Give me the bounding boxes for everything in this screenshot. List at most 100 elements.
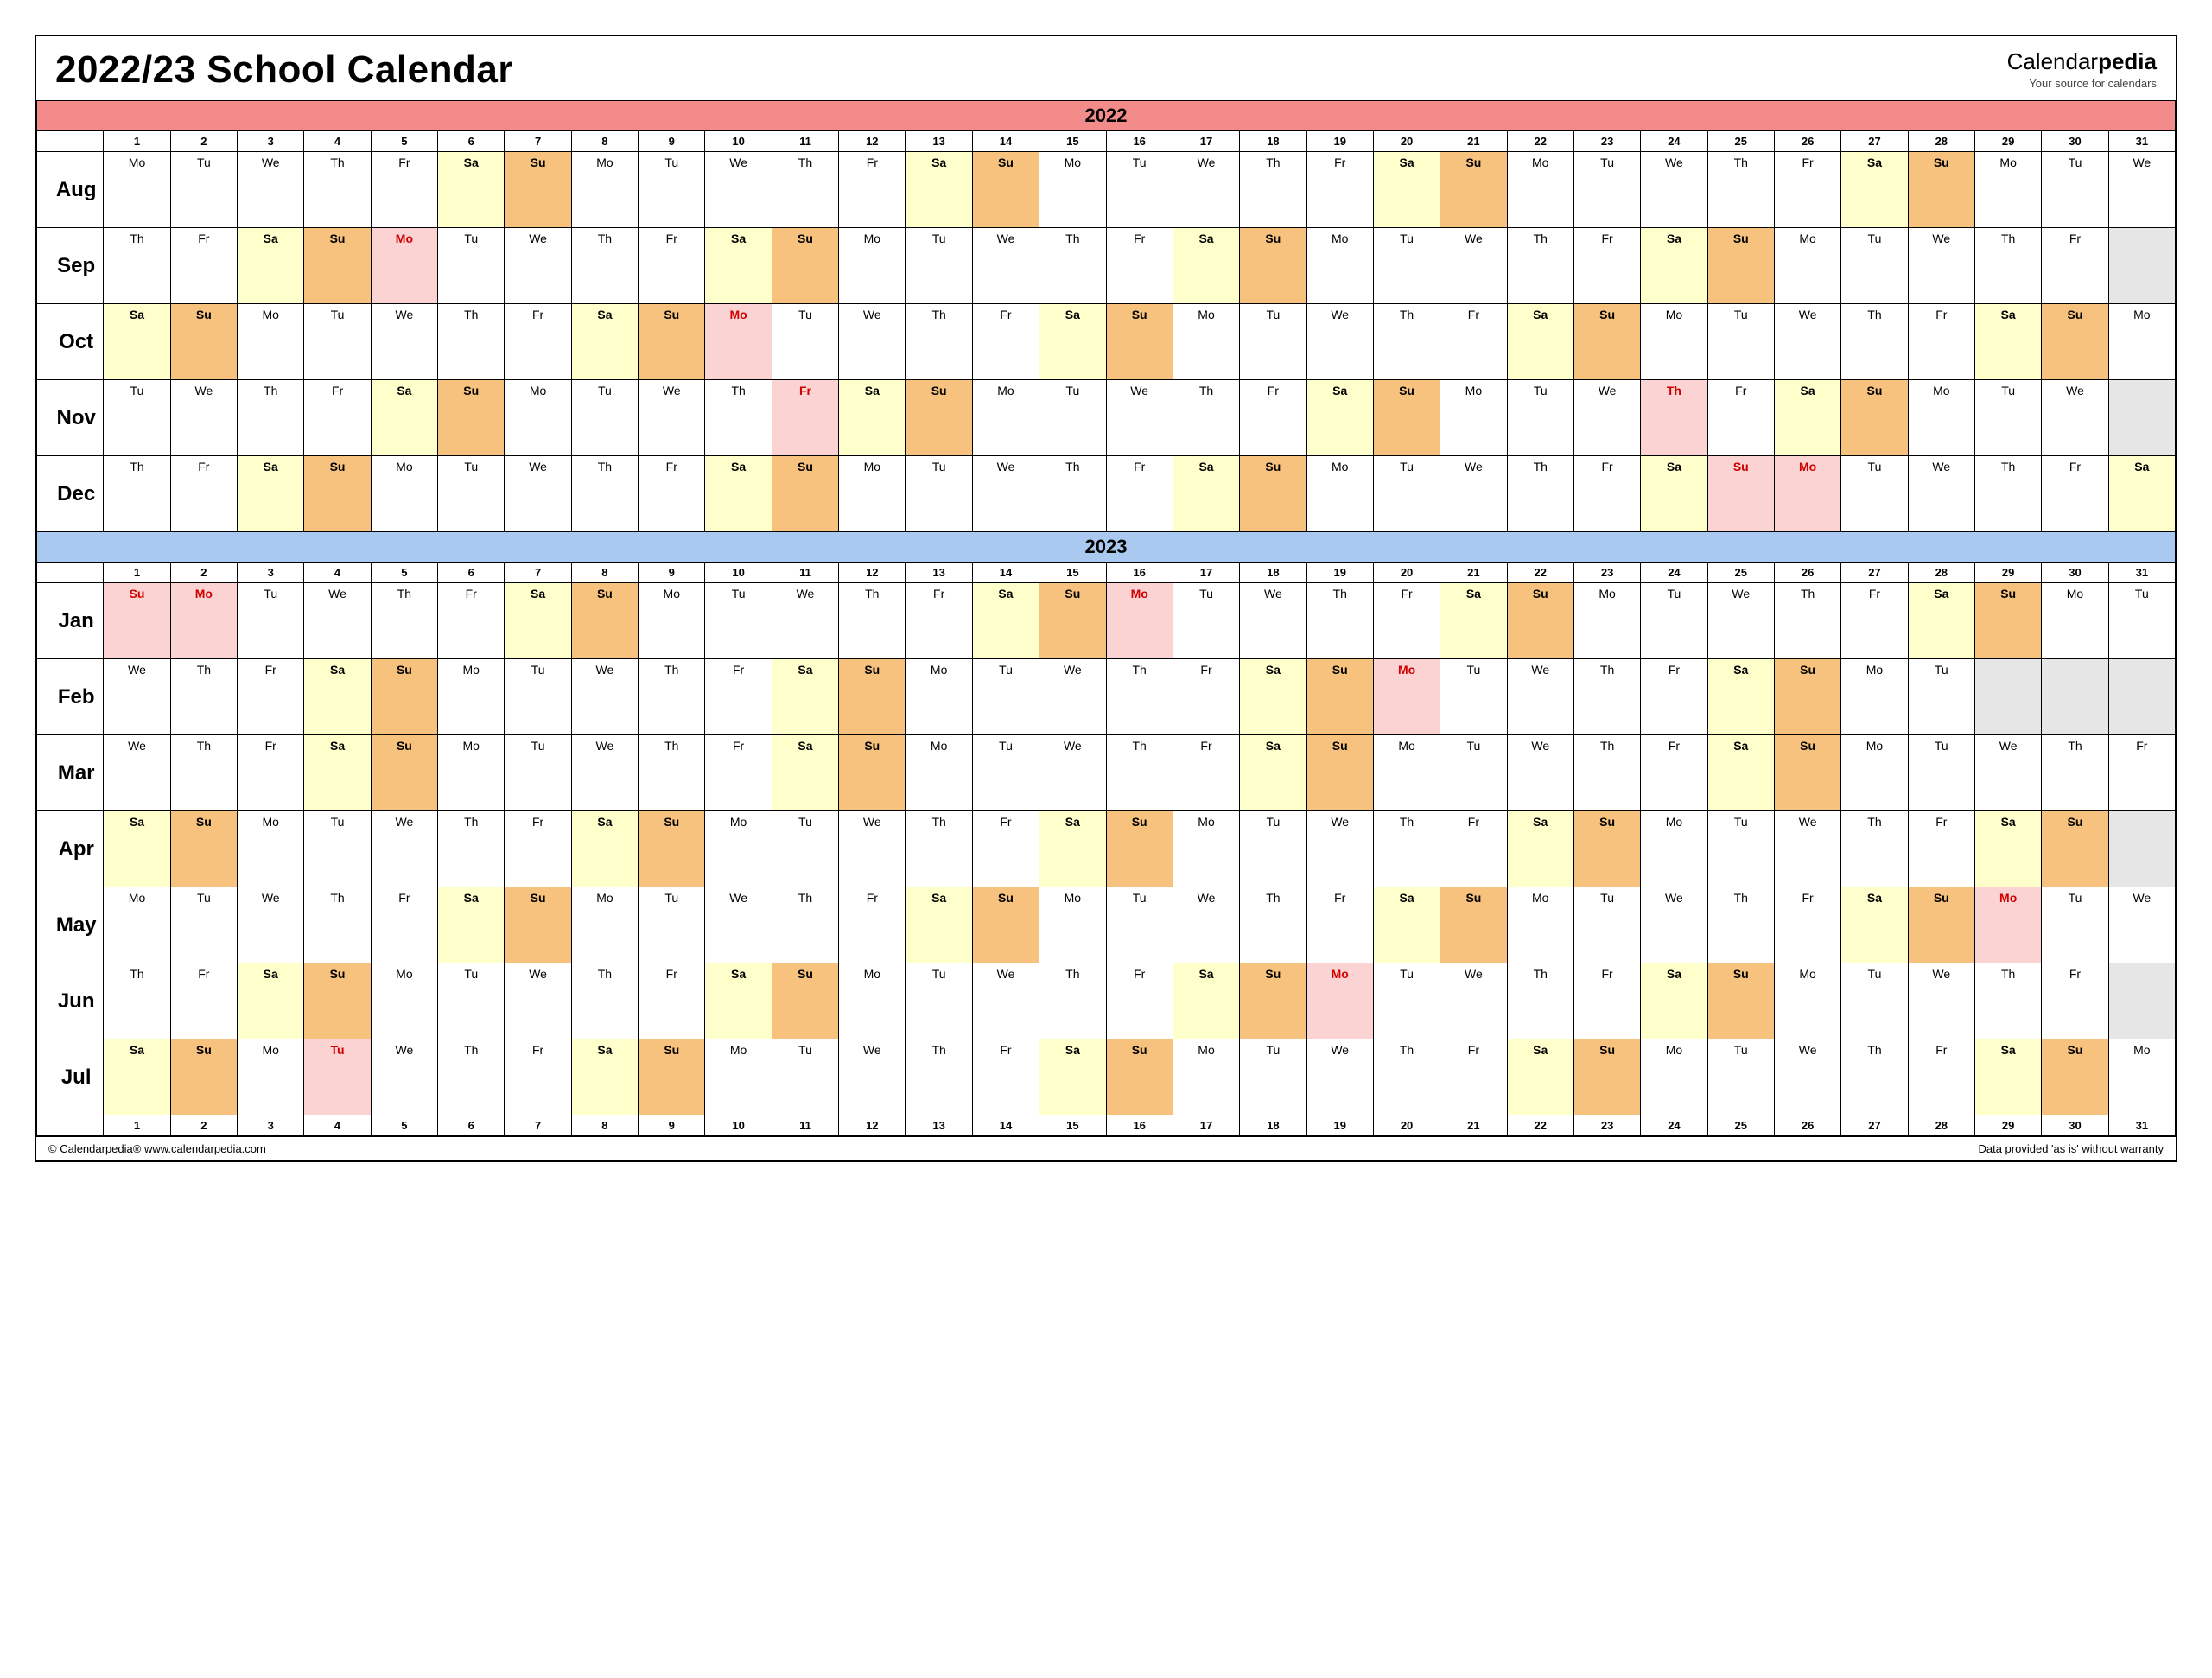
day-cell: Th (104, 228, 170, 304)
day-of-week-label: Mo (1508, 152, 1573, 169)
day-cell: We (505, 228, 571, 304)
footer-right: Data provided 'as is' without warranty (1978, 1142, 2164, 1155)
day-number-cell: 24 (1641, 131, 1707, 152)
day-cell: Tu (1373, 228, 1440, 304)
day-number-cell: 20 (1373, 131, 1440, 152)
day-cell: We (772, 583, 838, 659)
day-cell: Fr (1908, 304, 1974, 380)
day-cell: Th (571, 963, 638, 1039)
day-number-cell: 20 (1373, 1115, 1440, 1136)
day-of-week-label: Fr (2109, 735, 2175, 753)
day-of-week-label: We (1173, 152, 1239, 169)
day-of-week-label: Sa (906, 887, 971, 905)
day-of-week-label: Th (1574, 659, 1640, 677)
day-number-cell: 24 (1641, 1115, 1707, 1136)
day-number-cell: 18 (1240, 563, 1306, 583)
day-cell: Th (571, 456, 638, 532)
day-of-week-label: Fr (839, 152, 905, 169)
day-cell: Mo (705, 304, 772, 380)
day-of-week-label: We (1909, 228, 1974, 245)
day-number-cell: 15 (1039, 563, 1106, 583)
day-of-week-label: Sa (104, 811, 169, 829)
day-of-week-label: Mo (1173, 1039, 1239, 1057)
month-label: Aug (37, 152, 104, 228)
day-of-week-label: We (1039, 659, 1105, 677)
day-cell: Tu (1240, 1039, 1306, 1115)
day-of-week-label: Sa (1039, 811, 1105, 829)
day-number-cell: 11 (772, 131, 838, 152)
day-cell: Fr (1173, 735, 1239, 811)
day-of-week-label: Su (505, 887, 570, 905)
month-label: Mar (37, 735, 104, 811)
day-of-week-label: Fr (1107, 456, 1173, 474)
day-number-cell: 21 (1440, 563, 1507, 583)
day-cell: Th (104, 963, 170, 1039)
day-cell: Sa (1306, 380, 1373, 456)
day-cell: Th (1039, 228, 1106, 304)
day-number-cell: 22 (1507, 563, 1573, 583)
brand-block: Calendarpedia Your source for calendars (2007, 48, 2157, 90)
day-of-week-label: Su (839, 735, 905, 753)
day-cell: Tu (238, 583, 304, 659)
day-cell: We (571, 735, 638, 811)
day-number-cell: 11 (772, 1115, 838, 1136)
day-cell: Tu (304, 1039, 371, 1115)
day-cell: Sa (104, 1039, 170, 1115)
day-cell: Th (906, 304, 972, 380)
day-of-week-label: Fr (505, 304, 570, 321)
day-of-week-label: Tu (1975, 380, 2041, 397)
day-cell: We (972, 456, 1039, 532)
day-number-cell: 21 (1440, 131, 1507, 152)
day-of-week-label: Fr (1574, 456, 1640, 474)
day-cell: Fr (1440, 304, 1507, 380)
day-cell: Su (2042, 811, 2108, 887)
day-cell: Su (972, 887, 1039, 963)
day-of-week-label: Sa (1374, 887, 1440, 905)
day-cell: Th (1707, 887, 1774, 963)
day-of-week-label: Sa (973, 583, 1039, 601)
day-cell: Mo (238, 304, 304, 380)
day-cell: Su (1106, 811, 1173, 887)
day-cell: We (238, 887, 304, 963)
day-of-week-label: Fr (772, 380, 838, 397)
day-cell: Fr (1573, 963, 1640, 1039)
day-of-week-label: Su (1440, 152, 1506, 169)
year-label: 2022 (37, 101, 2176, 131)
day-cell: Sa (238, 963, 304, 1039)
day-cell: Mo (1173, 304, 1239, 380)
day-cell: Tu (1440, 735, 1507, 811)
month-label: Apr (37, 811, 104, 887)
day-cell: Mo (1306, 963, 1373, 1039)
day-of-week-label: Th (238, 380, 303, 397)
day-cell: Tu (505, 659, 571, 735)
day-cell: Sa (238, 228, 304, 304)
day-of-week-label: Th (1641, 380, 1707, 397)
day-cell: Su (1240, 228, 1306, 304)
day-of-week-label: Tu (438, 228, 504, 245)
day-of-week-label: We (1775, 1039, 1840, 1057)
day-of-week-label: Su (171, 304, 237, 321)
day-of-week-label: We (1708, 583, 1774, 601)
day-cell: Th (705, 380, 772, 456)
day-of-week-label: Su (1708, 456, 1774, 474)
day-of-week-label: Th (1975, 963, 2041, 981)
day-of-week-label: Tu (1240, 1039, 1306, 1057)
day-of-week-label: Mo (705, 1039, 771, 1057)
day-of-week-label: Th (705, 380, 771, 397)
day-of-week-label: Su (1440, 887, 1506, 905)
day-cell: Sa (1240, 735, 1306, 811)
day-of-week-label: Fr (973, 811, 1039, 829)
day-cell: Sa (304, 735, 371, 811)
day-of-week-label: Mo (1975, 152, 2041, 169)
day-cell: Su (1373, 380, 1440, 456)
day-cell: We (371, 304, 437, 380)
day-of-week-label: Mo (572, 152, 638, 169)
day-cell: Th (1240, 152, 1306, 228)
day-number-cell: 10 (705, 131, 772, 152)
day-of-week-label: Fr (372, 887, 437, 905)
day-cell: Tu (1908, 735, 1974, 811)
day-cell: Tu (438, 963, 505, 1039)
day-of-week-label: Tu (104, 380, 169, 397)
month-row: AprSaSuMoTuWeThFrSaSuMoTuWeThFrSaSuMoTuW… (37, 811, 2176, 887)
day-cell: Su (1240, 456, 1306, 532)
